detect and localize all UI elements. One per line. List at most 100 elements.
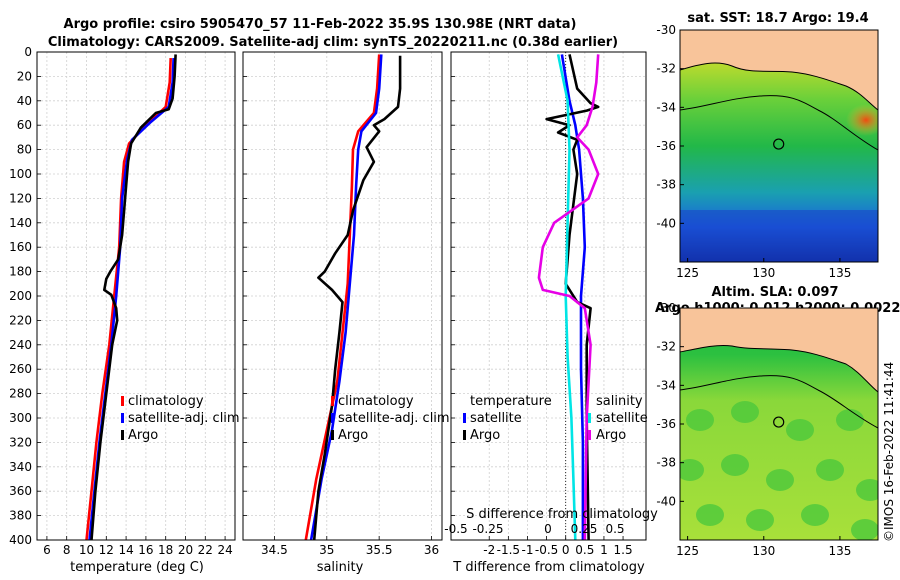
x-tick-label: 0 [562,543,570,557]
y-tick-label: 160 [9,240,32,254]
map-x-tick-label: 130 [752,544,775,558]
sla-eddy [801,504,829,526]
sla-eddies [680,401,878,540]
map-y-tick-label: -40 [656,216,676,230]
depth-contour [680,375,878,429]
map-y-tick-label: -38 [656,178,676,192]
y-tick-label: 300 [9,411,32,425]
salinity-legend: climatology satellite-adj. clim Argo [331,394,450,443]
coastline [680,62,878,111]
sla-eddy [766,469,794,491]
series-line-climatology [304,54,381,541]
y-tick-label: 40 [17,94,32,108]
y-tick-label: 400 [9,533,32,547]
y-tick-label: 120 [9,191,32,205]
sla-eddy [721,454,749,476]
x-tick-label: 12 [99,543,114,557]
map-x-tick-label: 135 [828,266,851,280]
map-y-tick-label: -32 [656,340,676,354]
x-tick-label: -1 [521,543,533,557]
secondary-ticks: -0.5 -0.25 0 0.25 0.5 [444,522,624,536]
difference-legend: temperature satellite Argo salinity sate… [463,394,648,443]
y-tick-label: 360 [9,484,32,498]
legend-swatch-satellite [121,413,124,423]
figure-title-line1: Argo profile: csiro 5905470_57 11-Feb-20… [64,17,577,32]
temperature-panel: 0 20 40 60 80 100 120 140 160 180 200 220 240 260 280 3… [9,45,236,557]
series-line-temperature-argo [545,54,600,541]
y-tick-label: 20 [17,69,32,83]
map-y-tick-label: -30 [656,23,676,37]
secondary-tick: -0.25 [472,522,503,536]
y-tick-label: 260 [9,362,32,376]
y-tick-label: 60 [17,118,32,132]
x-tick-label: 6 [43,543,51,557]
y-tick-label: 280 [9,387,32,401]
series-line-argo [90,54,177,541]
x-tick-label: 24 [217,543,232,557]
x-tick-label: 35 [319,543,334,557]
map-y-tick-label: -34 [656,100,676,114]
legend-argo: Argo [128,428,158,443]
map-y-tick-label: -36 [656,139,676,153]
sla-map-title1: Altim. SLA: 0.097 [712,285,839,300]
legend-temperature-title: temperature [470,394,552,409]
y-tick-label: 320 [9,435,32,449]
argo-float-marker [773,416,785,428]
legend-argo: Argo [338,428,368,443]
secondary-xlabel: S difference from climatology [466,507,658,522]
figure-title-line2: Climatology: CARS2009. Satellite-adj cli… [48,35,618,50]
y-tick-label: 240 [9,338,32,352]
y-tick-label: 200 [9,289,32,303]
legend-swatch-sal-satellite [588,413,591,423]
legend-swatch-temp-argo [463,430,466,440]
map-y-tick-label: -38 [656,456,676,470]
map-y-tick-label: -36 [656,417,676,431]
land-mass [680,30,878,110]
sst-cold-water [680,210,878,262]
x-tick-label: 1 [600,543,608,557]
coastline [680,345,878,393]
plot-frame [36,51,236,541]
secondary-tick: 0 [544,522,552,536]
sla-eddy [851,519,878,540]
map-x-tick-label: 135 [828,544,851,558]
difference-xlabel: T difference from climatology [452,560,645,575]
sla-eddy [696,504,724,526]
x-tick-label: 14 [118,543,133,557]
sst-warm-patch [846,104,878,136]
secondary-tick: 0.25 [571,522,598,536]
legend-salinity-title: salinity [596,394,643,409]
y-tick-label: 140 [9,216,32,230]
sst-map-axes: -30 -32 -34 -36 -38 -40 125 130 135 [656,23,851,280]
legend-sal-argo: Argo [596,428,626,443]
legend-swatch-argo [121,430,124,440]
land-mass [680,308,878,392]
watermark: ©IMOS 16-Feb-2022 11:41:44 [882,362,896,542]
temperature-xlabel: temperature (deg C) [70,560,204,575]
series-line-argo [312,55,402,541]
y-tick-label: 180 [9,265,32,279]
plot-frame [242,51,443,541]
y-tick-label: 340 [9,460,32,474]
series-line-salinity-argo [537,54,600,541]
x-tick-label: 0.5 [575,543,594,557]
x-tick-label: 1.5 [614,543,633,557]
plot-frame [450,51,647,541]
legend-climatology: climatology [338,394,414,409]
legend-swatch-climatology [331,396,334,406]
y-tick-label: 380 [9,509,32,523]
depth-contour [680,95,878,151]
x-tick-label: -2 [483,543,495,557]
salinity-panel: 34.5 35 35.5 36 [242,51,443,557]
map-x-tick-label: 130 [752,266,775,280]
map-y-tick-label: -34 [656,378,676,392]
map-y-tick-label: -32 [656,62,676,76]
legend-sal-satellite: satellite [596,411,648,426]
temperature-legend: climatology satellite-adj. clim Argo [121,394,240,443]
map-x-tick-label: 125 [676,266,699,280]
legend-swatch-argo [331,430,334,440]
x-tick-label: 36 [424,543,439,557]
x-tick-label: 20 [178,543,193,557]
x-tick-label: 18 [158,543,173,557]
